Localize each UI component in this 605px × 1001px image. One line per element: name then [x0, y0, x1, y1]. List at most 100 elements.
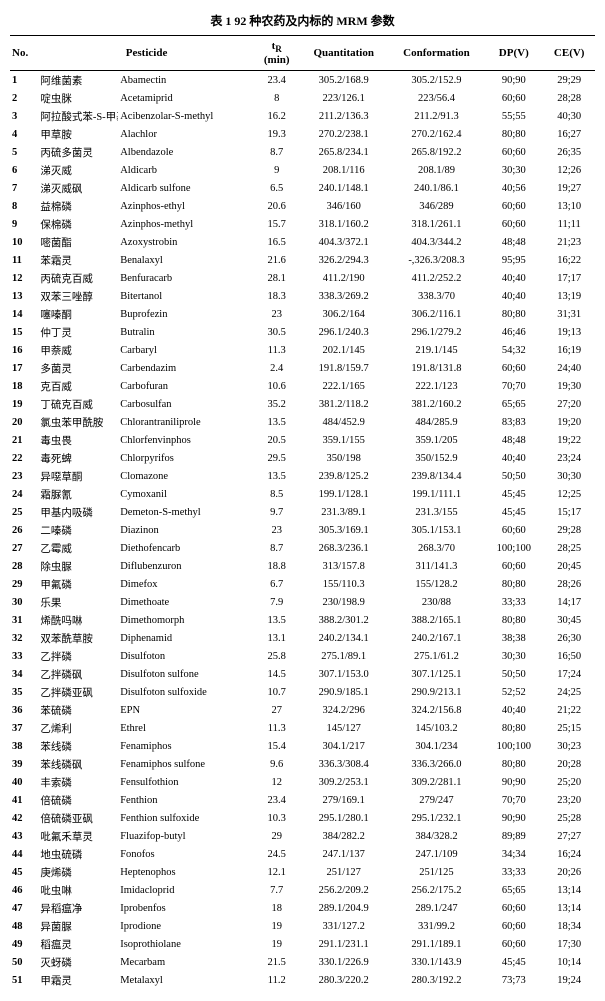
cell-no: 38	[10, 737, 38, 755]
cell-tr: 9	[255, 161, 299, 179]
cell-cn: 地虫硫磷	[38, 845, 118, 863]
cell-quant: 275.1/89.1	[299, 647, 389, 665]
cell-cn: 涕灭威砜	[38, 179, 118, 197]
table-row: 1阿维菌素Abamectin23.4305.2/168.9305.2/152.9…	[10, 71, 595, 90]
cell-en: Cymoxanil	[118, 485, 255, 503]
cell-tr: 7.7	[255, 881, 299, 899]
table-row: 49稻瘟灵Isoprothiolane19291.1/231.1291.1/18…	[10, 935, 595, 953]
cell-ce: 19;27	[543, 179, 595, 197]
header-row: No. Pesticide tR(min) Quantitation Confo…	[10, 36, 595, 71]
cell-conf: 191.8/131.8	[389, 359, 484, 377]
cell-tr: 6.7	[255, 575, 299, 593]
table-title: 表 1 92 种农药及内标的 MRM 参数	[10, 12, 595, 29]
cell-tr: 23	[255, 521, 299, 539]
cell-dp: 83;83	[484, 413, 543, 431]
cell-cn: 苯线磷	[38, 737, 118, 755]
cell-en: Demeton-S-methyl	[118, 503, 255, 521]
cell-quant: 155/110.3	[299, 575, 389, 593]
cell-dp: 89;89	[484, 827, 543, 845]
cell-cn: 霜脲氰	[38, 485, 118, 503]
cell-en: Fonofos	[118, 845, 255, 863]
cell-quant: 280.3/220.2	[299, 971, 389, 989]
cell-ce: 19;13	[543, 323, 595, 341]
cell-dp: 65;65	[484, 395, 543, 413]
cell-dp: 73;73	[484, 971, 543, 989]
cell-dp: 55;55	[484, 107, 543, 125]
cell-dp: 80;80	[484, 125, 543, 143]
cell-ce: 25;15	[543, 719, 595, 737]
cell-ce: 16;27	[543, 125, 595, 143]
col-dp: DP(V)	[484, 36, 543, 71]
cell-no: 29	[10, 575, 38, 593]
cell-cn: 异稻瘟净	[38, 899, 118, 917]
cell-dp: 80;80	[484, 305, 543, 323]
cell-no: 39	[10, 755, 38, 773]
cell-no: 8	[10, 197, 38, 215]
cell-tr: 16.2	[255, 107, 299, 125]
cell-ce: 11;11	[543, 215, 595, 233]
cell-conf: 330.1/143.9	[389, 953, 484, 971]
cell-ce: 28;25	[543, 539, 595, 557]
cell-no: 43	[10, 827, 38, 845]
cell-cn: 烯酰吗啉	[38, 611, 118, 629]
cell-ce: 18;34	[543, 917, 595, 935]
table-row: 46吡虫啉Imidacloprid7.7256.2/209.2256.2/175…	[10, 881, 595, 899]
cell-dp: 90;90	[484, 71, 543, 90]
cell-tr: 10.7	[255, 683, 299, 701]
cell-conf: 291.1/189.1	[389, 935, 484, 953]
cell-conf: 388.2/165.1	[389, 611, 484, 629]
cell-quant: 330.1/226.9	[299, 953, 389, 971]
cell-cn: 丁硫克百威	[38, 395, 118, 413]
cell-ce: 16;22	[543, 251, 595, 269]
table-row: 42倍硫磷亚砜Fenthion sulfoxide10.3295.1/280.1…	[10, 809, 595, 827]
cell-ce: 26;30	[543, 629, 595, 647]
cell-conf: 208.1/89	[389, 161, 484, 179]
cell-conf: 338.3/70	[389, 287, 484, 305]
cell-dp: 40;56	[484, 179, 543, 197]
cell-ce: 13;14	[543, 881, 595, 899]
cell-en: Disulfoton	[118, 647, 255, 665]
cell-cn: 吡虫啉	[38, 881, 118, 899]
cell-tr: 19	[255, 917, 299, 935]
cell-en: Aldicarb	[118, 161, 255, 179]
cell-en: Fenamiphos sulfone	[118, 755, 255, 773]
cell-quant: 268.3/236.1	[299, 539, 389, 557]
cell-en: EPN	[118, 701, 255, 719]
col-tr: tR(min)	[255, 36, 299, 71]
cell-ce: 31;31	[543, 305, 595, 323]
cell-en: Alachlor	[118, 125, 255, 143]
cell-en: Iprodione	[118, 917, 255, 935]
cell-tr: 28.1	[255, 269, 299, 287]
cell-no: 20	[10, 413, 38, 431]
cell-dp: 60;60	[484, 917, 543, 935]
cell-tr: 20.5	[255, 431, 299, 449]
cell-quant: 313/157.8	[299, 557, 389, 575]
cell-en: Buprofezin	[118, 305, 255, 323]
cell-dp: 60;60	[484, 215, 543, 233]
table-row: 4甲草胺Alachlor19.3270.2/238.1270.2/162.480…	[10, 125, 595, 143]
cell-en: Azoxystrobin	[118, 233, 255, 251]
cell-tr: 13.5	[255, 467, 299, 485]
cell-dp: 46;46	[484, 323, 543, 341]
cell-conf: 240.1/86.1	[389, 179, 484, 197]
table-row: 28除虫脲Diflubenzuron18.8313/157.8311/141.3…	[10, 557, 595, 575]
cell-conf: 247.1/109	[389, 845, 484, 863]
cell-ce: 12;25	[543, 485, 595, 503]
cell-no: 49	[10, 935, 38, 953]
cell-en: Chlorpyrifos	[118, 449, 255, 467]
cell-cn: 双苯酰草胺	[38, 629, 118, 647]
table-row: 22毒死蜱Chlorpyrifos29.5350/198350/152.940;…	[10, 449, 595, 467]
cell-cn: 嘧菌酯	[38, 233, 118, 251]
cell-cn: 甲萘威	[38, 341, 118, 359]
table-row: 13双苯三唑醇Bitertanol18.3338.3/269.2338.3/70…	[10, 287, 595, 305]
table-row: 14噻嗪酮Buprofezin23306.2/164306.2/116.180;…	[10, 305, 595, 323]
cell-dp: 45;45	[484, 485, 543, 503]
cell-tr: 8.7	[255, 143, 299, 161]
cell-dp: 60;60	[484, 143, 543, 161]
cell-en: Iprobenfos	[118, 899, 255, 917]
cell-no: 26	[10, 521, 38, 539]
cell-cn: 乙烯利	[38, 719, 118, 737]
cell-conf: 268.3/70	[389, 539, 484, 557]
cell-quant: 191.8/159.7	[299, 359, 389, 377]
cell-en: Bitertanol	[118, 287, 255, 305]
